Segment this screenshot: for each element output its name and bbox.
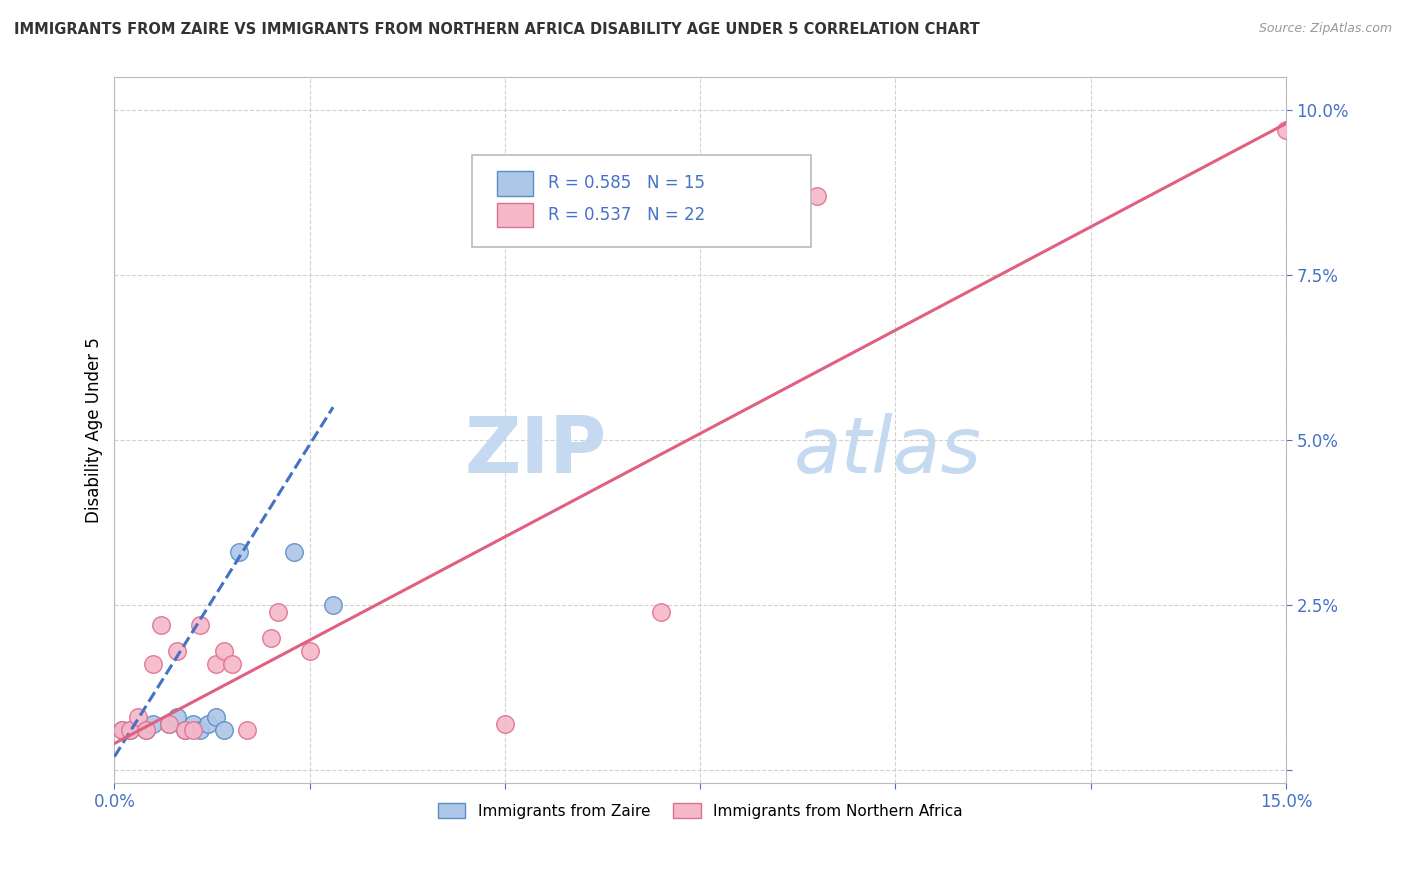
Point xyxy=(166,710,188,724)
Point xyxy=(188,617,211,632)
Point xyxy=(283,545,305,559)
Point xyxy=(494,716,516,731)
FancyBboxPatch shape xyxy=(498,171,533,195)
Text: Source: ZipAtlas.com: Source: ZipAtlas.com xyxy=(1258,22,1392,36)
Text: IMMIGRANTS FROM ZAIRE VS IMMIGRANTS FROM NORTHERN AFRICA DISABILITY AGE UNDER 5 : IMMIGRANTS FROM ZAIRE VS IMMIGRANTS FROM… xyxy=(14,22,980,37)
FancyBboxPatch shape xyxy=(472,155,811,247)
Point xyxy=(188,723,211,738)
Point xyxy=(212,644,235,658)
Text: ZIP: ZIP xyxy=(464,413,606,490)
Point xyxy=(173,723,195,738)
Point xyxy=(236,723,259,738)
Point xyxy=(150,617,173,632)
Text: R = 0.585   N = 15: R = 0.585 N = 15 xyxy=(548,174,704,193)
Point xyxy=(221,657,243,672)
Point xyxy=(197,716,219,731)
Point xyxy=(135,723,157,738)
Point xyxy=(267,605,290,619)
Point xyxy=(259,631,281,645)
Point xyxy=(298,644,321,658)
Point xyxy=(1275,123,1298,137)
Point xyxy=(173,723,195,738)
Point xyxy=(142,657,165,672)
Point xyxy=(157,716,180,731)
Point xyxy=(806,189,828,203)
Y-axis label: Disability Age Under 5: Disability Age Under 5 xyxy=(86,337,103,524)
Point xyxy=(228,545,250,559)
FancyBboxPatch shape xyxy=(498,202,533,227)
Point xyxy=(322,598,344,612)
Point xyxy=(181,723,204,738)
Point xyxy=(142,716,165,731)
Point xyxy=(157,716,180,731)
Point xyxy=(135,723,157,738)
Point xyxy=(118,723,141,738)
Text: R = 0.537   N = 22: R = 0.537 N = 22 xyxy=(548,206,706,224)
Point xyxy=(166,644,188,658)
Point xyxy=(650,605,672,619)
Point xyxy=(212,723,235,738)
Point xyxy=(205,657,228,672)
Point xyxy=(111,723,134,738)
Legend: Immigrants from Zaire, Immigrants from Northern Africa: Immigrants from Zaire, Immigrants from N… xyxy=(432,797,969,825)
Text: atlas: atlas xyxy=(794,413,981,490)
Point xyxy=(181,716,204,731)
Point xyxy=(127,710,149,724)
Point xyxy=(205,710,228,724)
Point xyxy=(118,723,141,738)
Point xyxy=(111,723,134,738)
